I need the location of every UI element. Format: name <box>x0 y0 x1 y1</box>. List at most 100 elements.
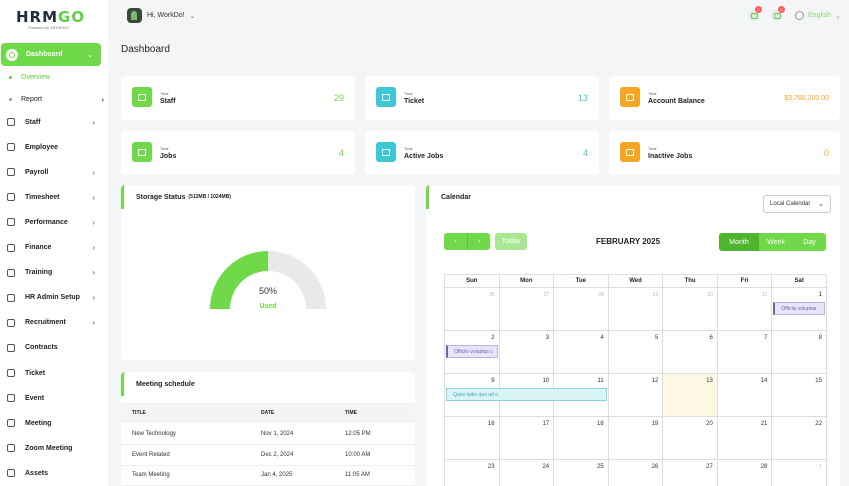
calendar-day[interactable]: 22 <box>772 417 827 460</box>
sidebar-item-event[interactable]: Event <box>0 387 108 409</box>
today-button[interactable]: Today <box>495 233 527 250</box>
sidebar-sub-label: Report <box>21 96 43 103</box>
stat-small: Total <box>404 91 413 96</box>
notifications-badge: 0 <box>778 6 785 13</box>
calendar-day[interactable]: 2 <box>445 331 500 374</box>
sidebar-item-timesheet[interactable]: Timesheet › <box>0 186 108 208</box>
messages-icon[interactable]: 0 <box>748 6 762 21</box>
chevron-down-icon: ⌄ <box>834 12 841 20</box>
calendar-day[interactable]: 5 <box>608 331 664 374</box>
calendar-day[interactable]: 6 <box>663 331 718 374</box>
sidebar-item-ticket[interactable]: Ticket <box>0 362 108 384</box>
sidebar-item-assets[interactable]: Assets <box>0 462 108 484</box>
stat-card-inactive-jobs: Total Inactive Jobs 0 <box>609 131 840 175</box>
calendar-day[interactable]: 17 <box>499 417 555 460</box>
sidebar-item-finance[interactable]: Finance › <box>0 237 108 259</box>
chevron-down-icon: ⌄ <box>818 201 824 208</box>
sidebar-item-label: Timesheet <box>25 193 60 201</box>
user-menu[interactable]: Hi, WorkDo! ⌄ <box>127 8 195 23</box>
day-number: 30 <box>707 292 713 298</box>
table-row[interactable]: Team Meeting Jan 4, 2025 11:05 AM <box>121 465 415 486</box>
calendar-event[interactable]: Officiis voluptas <box>773 302 825 315</box>
calendar-day[interactable]: 7 <box>717 331 773 374</box>
logo[interactable]: HRMGO Powered by WORKDO <box>16 8 86 30</box>
prev-month-button[interactable]: ‹ <box>444 233 467 250</box>
logo-main: HRM <box>16 8 59 26</box>
calendar-day[interactable]: 21 <box>717 417 773 460</box>
avatar <box>127 8 142 23</box>
calendar-day[interactable]: 28 <box>554 288 609 331</box>
calendar-day[interactable]: 26 <box>609 460 664 486</box>
calendar-day[interactable]: 24 <box>500 460 555 486</box>
next-month-button[interactable]: › <box>467 233 490 250</box>
language-selector[interactable]: English ⌄ <box>795 11 841 20</box>
calendar-day[interactable]: 1 <box>772 460 827 486</box>
calendar-day[interactable]: 4 <box>554 331 609 374</box>
calendar-day[interactable]: 8 <box>772 331 827 374</box>
calendar-day[interactable]: 15 <box>772 374 827 417</box>
stat-icon <box>376 87 396 107</box>
sidebar-item-contracts[interactable]: Contracts <box>0 337 108 359</box>
calendar-day[interactable]: 29 <box>608 288 664 331</box>
sidebar-item-recruitment[interactable]: Recruitment › <box>0 312 108 334</box>
user-greeting: Hi, WorkDo! <box>147 12 185 19</box>
calendar-day[interactable]: 26 <box>445 288 500 331</box>
chevron-right-icon: › <box>92 243 95 252</box>
sidebar-sub-overview[interactable]: Overview <box>9 74 50 81</box>
stat-value: 29 <box>333 93 344 103</box>
table-row[interactable]: Event Related Dec 2, 2024 10:00 AM <box>121 445 415 466</box>
calendar-event[interactable]: Officiis voluptas c <box>446 345 498 358</box>
calendar-day[interactable]: 18 <box>554 417 609 460</box>
sidebar-item-meeting[interactable]: Meeting <box>0 412 108 434</box>
stat-label: Jobs <box>160 153 177 160</box>
col-title: TITLE <box>132 410 146 416</box>
view-day-button[interactable]: Day <box>793 233 826 251</box>
sidebar-sub-label: Overview <box>21 74 51 81</box>
hr-admin-setup-icon <box>7 293 15 302</box>
table-row[interactable]: New Technology Nov 1, 2024 12:05 PM <box>121 424 415 445</box>
calendar-day[interactable]: 1 <box>772 288 827 331</box>
sidebar-item-performance[interactable]: Performance › <box>0 211 108 233</box>
sidebar-item-payroll[interactable]: Payroll › <box>0 161 108 183</box>
sidebar-item-label: Assets <box>25 469 48 477</box>
calendar-day[interactable]: 27 <box>663 460 718 486</box>
sidebar-item-dashboard[interactable]: Dashboard ⌄ <box>1 43 101 66</box>
calendar-day[interactable]: 31 <box>717 288 773 331</box>
chevron-right-icon: › <box>92 318 95 328</box>
calendar-day[interactable]: 25 <box>554 460 609 486</box>
day-number: 22 <box>815 421 822 427</box>
calendar-day[interactable]: 20 <box>663 417 718 460</box>
weekday-header: Thu <box>663 275 718 288</box>
calendar-day[interactable]: 3 <box>499 331 555 374</box>
day-number: 5 <box>654 335 659 341</box>
notifications-icon[interactable]: 0 <box>771 6 785 21</box>
view-week-button[interactable]: Week <box>759 233 793 251</box>
gauge-percent: 50% <box>258 286 277 296</box>
sidebar-item-hr-admin-setup[interactable]: HR Admin Setup › <box>0 287 108 309</box>
sidebar-item-employee[interactable]: Employee <box>0 136 108 158</box>
meeting-date-cell: Dec 2, 2024 <box>261 451 294 458</box>
logo-accent: GO <box>58 8 86 26</box>
calendar-day[interactable]: 28 <box>718 460 773 486</box>
sidebar-sub-report[interactable]: Report › <box>9 95 104 104</box>
sidebar-item-zoom-meeting[interactable]: Zoom Meeting <box>0 437 108 459</box>
calendar-source-select[interactable]: Local Calendar ⌄ <box>763 195 831 213</box>
sidebar-item-staff[interactable]: Staff › <box>0 111 108 133</box>
performance-icon <box>7 218 15 227</box>
calendar-event[interactable]: Quos optio quo ad o <box>446 388 607 401</box>
sidebar-item-label: Event <box>25 394 45 402</box>
view-month-button[interactable]: Month <box>719 233 759 251</box>
calendar-day[interactable]: 14 <box>717 374 773 417</box>
calendar-day[interactable]: 30 <box>663 288 718 331</box>
calendar-day[interactable]: 19 <box>608 417 664 460</box>
calendar-day[interactable]: 12 <box>608 374 664 417</box>
storage-detail: (512MB / 1024MB) <box>188 194 231 200</box>
calendar-day[interactable]: 11 <box>554 374 609 417</box>
calendar-day[interactable]: 23 <box>445 460 500 486</box>
day-number: 25 <box>597 464 604 470</box>
calendar-day[interactable]: 27 <box>499 288 555 331</box>
calendar-day[interactable]: 16 <box>445 417 500 460</box>
stat-small: Total <box>160 91 169 96</box>
sidebar-item-training[interactable]: Training › <box>0 262 108 284</box>
calendar-day[interactable]: 13 <box>663 374 718 417</box>
